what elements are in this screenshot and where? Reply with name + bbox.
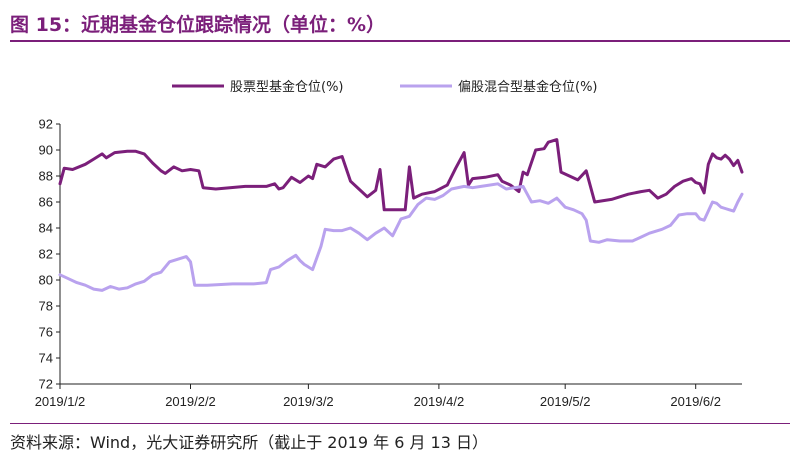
x-tick-label: 2019/4/2 bbox=[414, 394, 465, 409]
y-tick-label: 76 bbox=[39, 325, 53, 340]
title-divider bbox=[10, 40, 790, 42]
x-tick-label: 2019/6/2 bbox=[670, 394, 721, 409]
fund-position-line-chart: 股票型基金仓位(%) 偏股混合型基金仓位(%) 72 74 76 78 80 82 84 86 8… bbox=[35, 79, 744, 409]
chart-legend: 股票型基金仓位(%) 偏股混合型基金仓位(%) bbox=[172, 79, 598, 95]
legend-label-2: 偏股混合型基金仓位(%) bbox=[458, 79, 598, 95]
y-tick-label: 80 bbox=[39, 273, 53, 288]
y-tick-label: 82 bbox=[39, 247, 53, 262]
legend-label-1: 股票型基金仓位(%) bbox=[230, 79, 344, 95]
x-tick-label: 2019/5/2 bbox=[540, 394, 591, 409]
y-tick-label: 72 bbox=[39, 377, 53, 392]
x-axis: 2019/1/2 2019/2/2 2019/3/2 2019/4/2 2019/5/2… bbox=[35, 383, 742, 409]
y-axis: 72 74 76 78 80 82 84 86 88 90 92 bbox=[39, 117, 61, 392]
source-divider bbox=[10, 423, 790, 424]
y-tick-label: 84 bbox=[39, 221, 53, 236]
y-tick-label: 78 bbox=[39, 299, 53, 314]
y-tick-label: 92 bbox=[39, 117, 53, 132]
y-tick-label: 88 bbox=[39, 169, 53, 184]
y-tick-label: 90 bbox=[39, 143, 53, 158]
series-line-2 bbox=[58, 182, 744, 292]
series-line-1 bbox=[58, 138, 744, 212]
x-tick-label: 2019/2/2 bbox=[165, 394, 216, 409]
y-tick-label: 86 bbox=[39, 195, 53, 210]
x-tick-label: 2019/3/2 bbox=[283, 394, 334, 409]
source-note: 资料来源：Wind，光大证券研究所（截止于 2019 年 6 月 13 日） bbox=[10, 433, 488, 452]
y-tick-label: 74 bbox=[39, 351, 53, 366]
figure-title: 图 15：近期基金仓位跟踪情况（单位：%） bbox=[10, 14, 386, 36]
x-tick-label: 2019/1/2 bbox=[35, 394, 86, 409]
plot-area bbox=[58, 138, 744, 292]
